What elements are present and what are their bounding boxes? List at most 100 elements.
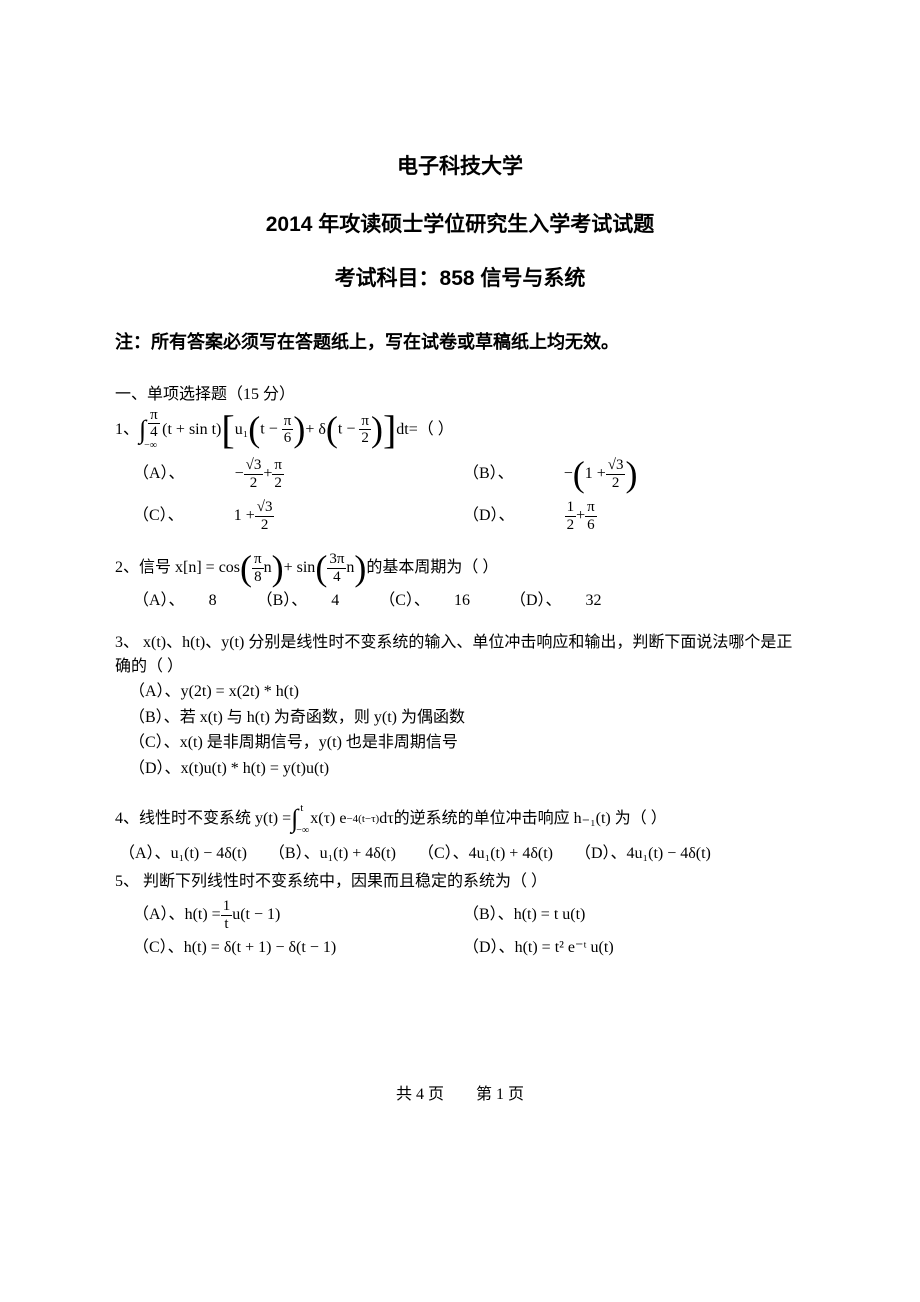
q2-number: 2、 (115, 556, 139, 580)
q4-a-label: （A）、 (119, 845, 171, 862)
question-5: 5、 判断下列线性时不变系统中，因果而且稳定的系统为（ ） （A）、 h(t) … (115, 870, 805, 960)
q1-opt-a-label: （A）、 (133, 462, 185, 486)
q2-b-val: 4 (331, 592, 339, 609)
q5-a-pre: h(t) = (185, 903, 221, 927)
q4-b: u₁(t) + 4δ(t) (320, 845, 396, 862)
q1-a-plus: + (263, 462, 272, 486)
question-1: 1、 ∫ π4 −∞ (t + sin t) [ u₁ ( t − π6 ) +… (115, 410, 805, 533)
q3-b-label: （B）、 (129, 709, 180, 726)
q1-d-t2-num: π (585, 499, 597, 517)
open-bracket-icon: [ (221, 412, 234, 448)
q5-b: h(t) = t u(t) (514, 903, 586, 927)
q2-cos-n: n (264, 556, 272, 580)
q2-sin-num: 3π (327, 551, 346, 569)
q2-b-label: （B）、 (257, 592, 308, 609)
q1-a-t1-num: √3 (244, 457, 264, 475)
q1-opt-b-label: （B）、 (463, 462, 514, 486)
q5-b-label: （B）、 (463, 903, 514, 927)
page-number: 共 4 页 第 1 页 (115, 1080, 805, 1104)
q2-prefix: 信号 x[n] = cos (139, 556, 240, 580)
q5-a-num: 1 (221, 898, 233, 916)
question-4: 4、 线性时不变系统 y(t) = ∫ t −∞ x(τ) e −4(t−τ) … (115, 799, 805, 866)
question-3: 3、 x(t)、h(t)、y(t) 分别是线性时不变系统的输入、单位冲击响应和输… (115, 631, 805, 781)
q4-upper: t (300, 800, 303, 817)
q1-number: 1、 (115, 418, 139, 442)
q3-b: 若 x(t) 与 h(t) 为奇函数，则 y(t) 为偶函数 (180, 709, 465, 726)
q1-c-den: 2 (255, 517, 275, 534)
q1-a-t2-den: 2 (272, 475, 284, 492)
q3-a: y(2t) = x(2t) * h(t) (181, 683, 299, 700)
question-2: 2、 信号 x[n] = cos ( π8 n ) + sin ( 3π4 n … (115, 551, 805, 613)
q1-c-num: √3 (255, 499, 275, 517)
q2-a-val: 8 (209, 592, 217, 609)
q2-c-val: 16 (454, 592, 470, 609)
q3-c: x(t) 是非周期信号，y(t) 也是非周期信号 (180, 734, 458, 751)
q1-inner1-den: 6 (282, 430, 294, 447)
q1-b-num: √3 (606, 457, 626, 475)
q1-inner1-num: π (282, 413, 294, 431)
university-name: 电子科技大学 (115, 150, 805, 180)
q5-d-label: （D）、 (463, 936, 515, 960)
close-bracket-icon: ] (383, 412, 396, 448)
q1-opt-d-label: （D）、 (463, 504, 515, 528)
q1-b-prefix: − (564, 462, 573, 486)
q2-cos-num: π (252, 551, 264, 569)
q1-d-t1-den: 2 (565, 517, 577, 534)
q5-c-label: （C）、 (133, 936, 184, 960)
q4-d-label: （D）、 (575, 845, 627, 862)
close-paren-icon: ) (293, 414, 305, 445)
q3-d-label: （D）、 (129, 760, 181, 777)
q1-d-plus: + (576, 504, 585, 528)
answer-note: 注：所有答案必须写在答题纸上，写在试卷或草稿纸上均无效。 (115, 328, 805, 354)
q1-inner2-num: π (359, 413, 371, 431)
q2-a-label: （A）、 (133, 592, 185, 609)
q5-a-label: （A）、 (133, 903, 185, 927)
close-paren-icon: ) (272, 553, 284, 584)
q1-b-inner-1: 1 + (585, 462, 606, 486)
q1-b-den: 2 (606, 475, 626, 492)
q2-plus: + sin (284, 556, 316, 580)
q1-opt-c-label: （C）、 (133, 504, 184, 528)
q3-c-label: （C）、 (129, 734, 180, 751)
q4-dtau: dτ (379, 807, 393, 831)
q3-stem: x(t)、h(t)、y(t) 分别是线性时不变系统的输入、单位冲击响应和输出，判… (115, 634, 792, 675)
q1-c-prefix: 1 + (234, 504, 255, 528)
q3-number: 3、 (115, 634, 139, 651)
q5-number: 5、 (115, 873, 139, 890)
q5-d: h(t) = t² e⁻ᵗ u(t) (515, 936, 614, 960)
q2-cos-den: 8 (252, 569, 264, 586)
q4-integrand: x(τ) e (310, 807, 346, 831)
q1-integrand-head: (t + sin t) (162, 418, 221, 442)
q2-tail: 的基本周期为（ ） (366, 556, 498, 580)
q1-upper-num: π (148, 407, 160, 425)
open-paren-icon: ( (315, 553, 327, 584)
section-1-title: 一、单项选择题（15 分） (115, 380, 805, 404)
q4-exp: −4(t−τ) (346, 811, 379, 828)
q5-a-den: t (221, 916, 233, 933)
q1-delta: δ (318, 421, 326, 438)
q1-opt-a-prefix: − (235, 462, 244, 486)
q5-stem: 判断下列线性时不变系统中，因果而且稳定的系统为（ ） (143, 873, 547, 890)
q5-c: h(t) = δ(t + 1) − δ(t − 1) (184, 936, 336, 960)
close-paren-icon: ) (354, 553, 366, 584)
page-total: 共 4 页 (396, 1086, 444, 1103)
exam-title: 2014 年攻读硕士学位研究生入学考试试题 (115, 208, 805, 238)
q4-number: 4、 (115, 807, 139, 831)
q5-a-post: u(t − 1) (232, 903, 280, 927)
q2-d-label: （D）、 (510, 592, 562, 609)
q2-sin-den: 4 (327, 569, 346, 586)
q4-c: 4u₁(t) + 4δ(t) (469, 845, 553, 862)
q4-prefix: 线性时不变系统 y(t) = (139, 807, 291, 831)
q1-a-t1-den: 2 (244, 475, 264, 492)
open-paren-icon: ( (240, 553, 252, 584)
q1-d-t2-den: 6 (585, 517, 597, 534)
close-paren-icon: ) (625, 459, 637, 490)
q4-b-label: （B）、 (269, 845, 320, 862)
page-current: 第 1 页 (476, 1086, 524, 1103)
q4-d: 4u₁(t) − 4δ(t) (627, 845, 711, 862)
open-paren-icon: ( (248, 414, 260, 445)
q1-blank: =（ ） (409, 418, 454, 442)
close-paren-icon: ) (371, 414, 383, 445)
q4-tail: 的逆系统的单位冲击响应 h₋₁(t) 为（ ） (394, 807, 667, 831)
q1-u-func: u₁ (235, 418, 249, 442)
